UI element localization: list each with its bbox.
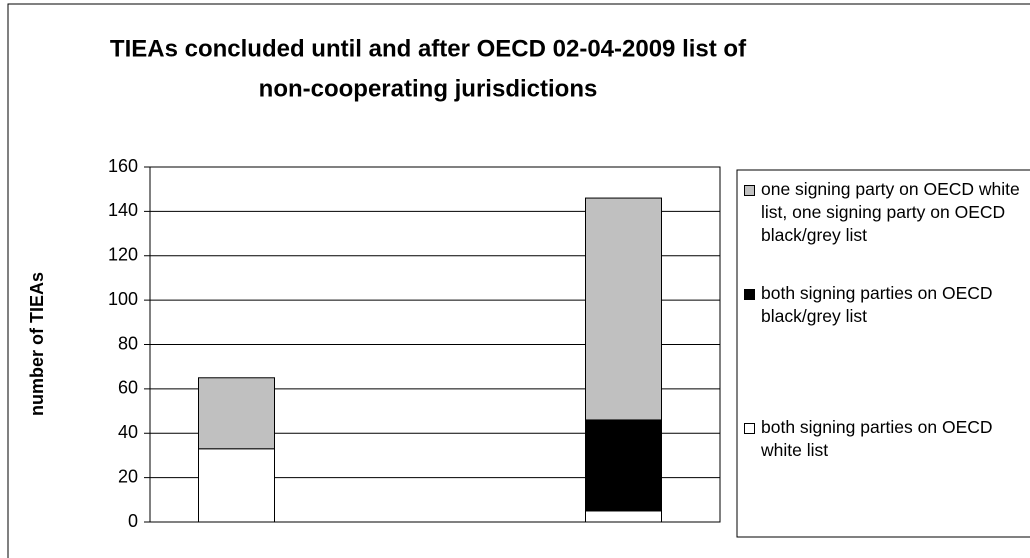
legend-box	[736, 169, 1030, 538]
y-tick-label: 0	[128, 511, 138, 531]
bar-segment	[585, 197, 662, 421]
legend-item: both signing parties on OECD white list	[744, 416, 1030, 462]
chart-title: TIEAs concluded until and after OECD 02-…	[110, 35, 747, 62]
y-tick-label: 60	[118, 378, 138, 398]
bar-segment	[585, 510, 662, 523]
chart-title: non-cooperating jurisdictions	[259, 75, 598, 102]
y-tick-label: 100	[108, 289, 138, 309]
y-tick-label: 20	[118, 466, 138, 486]
legend-swatch	[744, 185, 755, 196]
legend-label: both signing parties on OECD black/grey …	[761, 283, 993, 326]
legend-item: one signing party on OECD white list, on…	[744, 178, 1030, 247]
legend-label: one signing party on OECD white list, on…	[761, 179, 1020, 245]
y-tick-label: 120	[108, 245, 138, 265]
legend-item: both signing parties on OECD black/grey …	[744, 282, 1030, 328]
y-tick-label: 140	[108, 200, 138, 220]
y-tick-label: 160	[108, 156, 138, 176]
bar-segment	[198, 448, 275, 523]
y-tick-label: 40	[118, 422, 138, 442]
legend-swatch	[744, 423, 755, 434]
y-axis-label: number of TIEAs	[27, 272, 47, 416]
bar-segment	[198, 377, 275, 450]
y-tick-label: 80	[118, 333, 138, 353]
chart-frame	[7, 3, 1030, 558]
legend-swatch	[744, 289, 755, 300]
legend-label: both signing parties on OECD white list	[761, 417, 993, 460]
bar-segment	[585, 419, 662, 512]
